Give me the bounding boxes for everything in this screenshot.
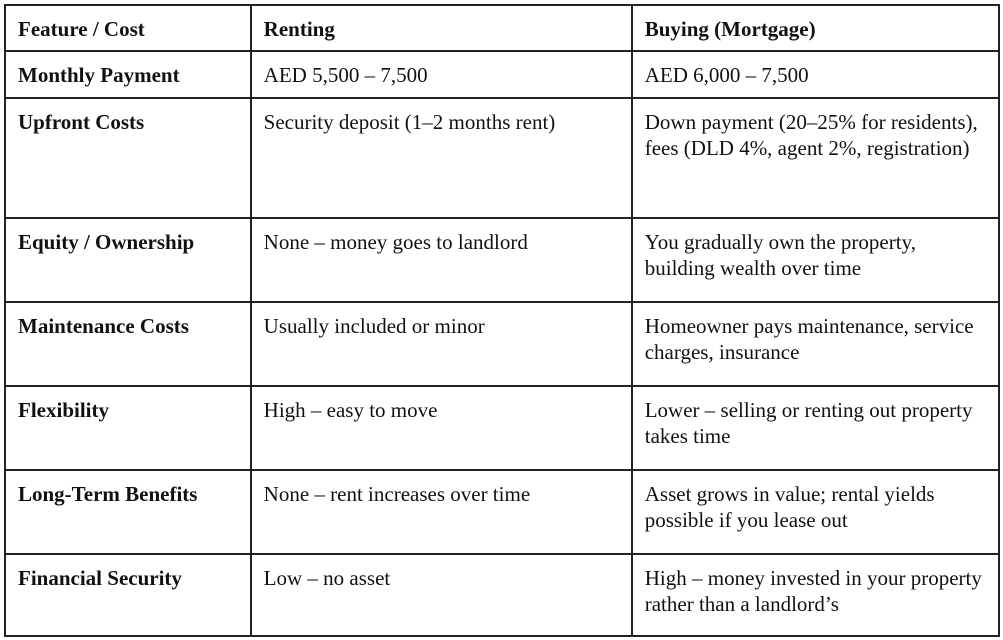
cell-renting: Low – no asset (249, 553, 633, 637)
cell-buying: Lower – selling or renting out property … (630, 385, 1001, 471)
table-row: Long-Term Benefits None – rent increases … (4, 469, 1001, 555)
cell-feature: Maintenance Costs (4, 301, 252, 387)
cell-renting: Usually included or minor (249, 301, 633, 387)
table-row: Equity / Ownership None – money goes to l… (4, 217, 1001, 303)
cell-buying: AED 6,000 – 7,500 (630, 50, 1001, 99)
table-row: Financial Security Low – no asset High – m… (4, 553, 1001, 637)
cell-buying: Homeowner pays maintenance, service char… (630, 301, 1001, 387)
cell-renting: Security deposit (1–2 months rent) (249, 97, 633, 219)
cell-renting: None – money goes to landlord (249, 217, 633, 303)
cell-buying: Asset grows in value; rental yields poss… (630, 469, 1001, 555)
cell-feature: Equity / Ownership (4, 217, 252, 303)
table-row: Maintenance Costs Usually included or min… (4, 301, 1001, 387)
table-row: Flexibility High – easy to move Lower – se… (4, 385, 1001, 471)
cell-feature: Long-Term Benefits (4, 469, 252, 555)
cell-buying: You gradually own the property, building… (630, 217, 1001, 303)
cell-feature: Upfront Costs (4, 97, 252, 219)
header-renting: Renting (249, 4, 633, 52)
header-feature: Feature / Cost (4, 4, 252, 52)
cell-buying: High – money invested in your property r… (630, 553, 1001, 637)
cell-renting: AED 5,500 – 7,500 (249, 50, 633, 99)
table-row: Upfront Costs Security deposit (1–2 month… (4, 97, 1001, 219)
rent-vs-buy-table: Feature / Cost Renting Buying (Mortgage)… (4, 4, 1001, 637)
cell-feature: Monthly Payment (4, 50, 252, 99)
cell-feature: Flexibility (4, 385, 252, 471)
table-row: Monthly Payment AED 5,500 – 7,500 AED 6,00… (4, 50, 1001, 99)
header-buying: Buying (Mortgage) (630, 4, 1001, 52)
header-row: Feature / Cost Renting Buying (Mortgage) (4, 4, 1001, 52)
cell-feature: Financial Security (4, 553, 252, 637)
cell-buying: Down payment (20–25% for residents), fee… (630, 97, 1001, 219)
cell-renting: None – rent increases over time (249, 469, 633, 555)
cell-renting: High – easy to move (249, 385, 633, 471)
